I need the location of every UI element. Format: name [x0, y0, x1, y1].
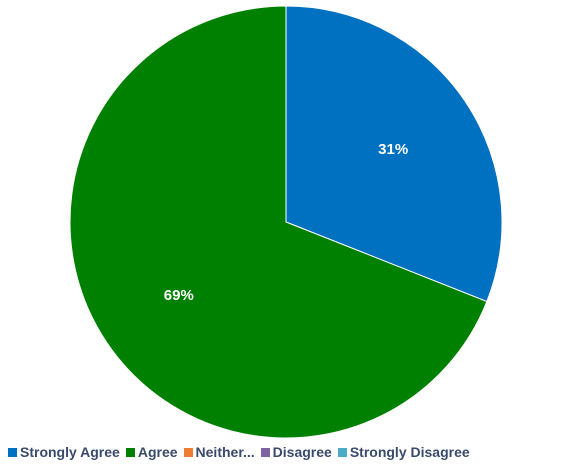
legend-swatch: [8, 447, 17, 457]
legend-item: Agree: [125, 444, 178, 460]
legend-swatch: [125, 447, 135, 457]
legend-label: Strongly Agree: [20, 444, 120, 460]
legend-item: Strongly Agree: [8, 444, 120, 460]
data-label-strongly-agree: 31%: [378, 141, 408, 158]
legend-swatch: [183, 447, 193, 457]
legend-swatch: [337, 447, 347, 457]
data-label-agree: 69%: [164, 287, 194, 304]
chart-legend: Strongly Agree Agree Neither... Disagree Str…: [8, 443, 476, 461]
legend-item: Neither...: [183, 444, 255, 460]
legend-label: Strongly Disagree: [349, 444, 470, 460]
legend-label: Agree: [137, 444, 178, 460]
pie-slice-strongly-agree: [285, 5, 503, 303]
legend-item: Strongly Disagree: [337, 444, 470, 460]
pie-slice-agree: [69, 5, 488, 439]
pie-data-labels: 31% 69%: [164, 141, 408, 304]
pie-slices: [69, 5, 503, 439]
legend-swatch: [260, 447, 270, 457]
legend-label: Disagree: [272, 444, 332, 460]
legend-item: Disagree: [260, 444, 332, 460]
legend-label: Neither...: [195, 444, 255, 460]
